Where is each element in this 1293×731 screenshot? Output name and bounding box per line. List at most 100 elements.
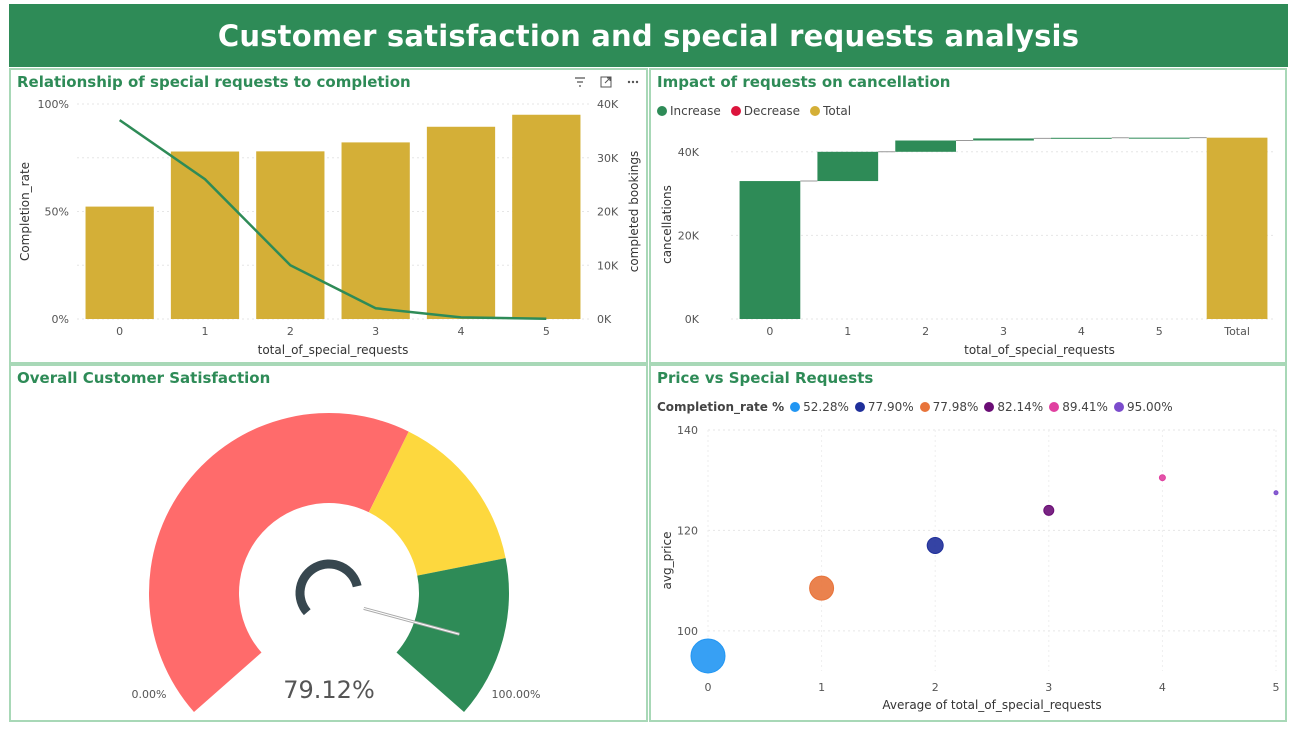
scatter-point [1158,474,1166,482]
increase-bar [1050,137,1112,139]
x-tick-label: 4 [1159,681,1166,694]
completion-rate-legend: Completion_rate % 52.28% 77.90% 77.98% 82.14… [657,400,1173,414]
more-options-icon[interactable] [626,76,640,91]
price-scatter-panel[interactable]: Price vs Special Requests Completion_rat… [649,364,1287,722]
gauge-min-label: 0.00% [132,688,167,701]
y2-tick-label: 40K [597,98,619,111]
price-scatter-chart: 100 120 140 0 1 2 3 4 5 Average of total_of_speci… [660,424,1280,712]
legend-label: 82.14% [997,400,1044,414]
gauge-band [368,431,506,576]
legend-dot [1049,402,1060,412]
gauge-band [396,558,509,713]
y-tick-label: 100% [38,98,69,111]
price-scatter-title: Price vs Special Requests [657,369,874,387]
bar [256,151,325,319]
gauge-value-label: 79.12% [283,676,375,704]
gauge-band [149,413,409,713]
x-tick-label: 2 [922,325,929,338]
scatter-point [1043,504,1055,516]
legend-label: 77.98% [932,400,979,414]
legend-dot [810,106,821,116]
scatter-point [809,575,835,601]
y-axis-label: Completion_rate [18,162,32,261]
x-tick-label: 2 [287,325,294,338]
completion-chart-panel[interactable]: Relationship of special requests to comp… [9,68,648,364]
legend-label: Total [823,104,852,118]
legend-item[interactable]: Total [810,104,851,118]
legend-item[interactable]: 95.00% [1113,400,1173,414]
gauge-max-label: 100.00% [492,688,541,701]
bar [426,126,496,320]
x-tick-label: 0 [705,681,712,694]
legend-label: 77.90% [867,400,914,414]
x-axis-label: total_of_special_requests [258,343,409,357]
scatter-point [926,536,944,554]
x-tick-label: Total [1223,325,1250,338]
satisfaction-gauge-panel[interactable]: Overall Customer Satisfaction 79.12% 0.00… [9,364,648,722]
y-tick-label: 50% [45,206,69,219]
gauge-value-arc [295,559,362,616]
increase-bar [973,138,1034,141]
legend-item[interactable]: 82.14% [984,400,1043,414]
y-tick-label: 20K [678,229,700,242]
legend-label: 52.28% [803,400,849,414]
legend-label: 89.41% [1062,400,1108,414]
x-tick-label: 3 [1045,681,1052,694]
dashboard-header: Customer satisfaction and special reques… [9,4,1288,67]
filter-icon[interactable] [574,76,586,91]
bar [170,151,240,319]
legend-dot [730,106,741,116]
x-tick-label: 5 [1273,681,1280,694]
y2-tick-label: 30K [597,152,619,165]
focus-mode-icon[interactable] [600,76,612,91]
legend-item[interactable]: 77.98% [919,400,979,414]
legend-item[interactable]: 52.28% [790,400,849,414]
y-tick-label: 40K [678,146,700,159]
y2-tick-label: 20K [597,206,619,219]
x-tick-label: 0 [116,325,123,338]
legend-label: Increase [670,104,721,118]
x-tick-label: 4 [1078,325,1085,338]
satisfaction-gauge-title: Overall Customer Satisfaction [17,369,271,387]
completed-bookings-line [118,119,547,320]
legend-dot [1113,402,1124,412]
x-tick-label: 0 [766,325,773,338]
legend-title: Completion_rate % [657,400,785,414]
x-axis-label: Average of total_of_special_requests [882,698,1101,712]
completion-combo-chart: 0% 50% 100% 0K 10K 20K 30K 40K 0 1 2 3 4 5 total_of_sp… [18,98,641,357]
satisfaction-gauge: 79.12% 0.00% 100.00% [132,413,541,713]
legend-item[interactable]: Increase [657,104,721,118]
x-tick-label: 5 [1156,325,1163,338]
bar [85,206,154,319]
increase-bar [817,151,879,182]
bar [341,142,410,319]
x-tick-label: 5 [543,325,550,338]
gauge-target-needle-highlight [363,607,460,635]
cancellation-legend: Increase Decrease Total [657,104,851,118]
x-tick-label: 3 [372,325,379,338]
dashboard-title: Customer satisfaction and special reques… [217,18,1080,53]
x-tick-label: 3 [1000,325,1007,338]
x-tick-label: 1 [202,325,209,338]
legend-dot [854,402,865,412]
increase-bar [739,181,801,319]
legend-item[interactable]: 89.41% [1049,400,1108,414]
legend-item[interactable]: 77.90% [854,400,914,414]
x-tick-label: 4 [458,325,465,338]
total-bar [1206,137,1268,319]
visual-header-toolbar [574,76,640,91]
y-tick-label: 0K [685,313,700,326]
cancellation-waterfall-chart: 0K 20K 40K 0 1 2 3 4 5 Total total_of_special_requ… [660,137,1276,357]
scatter-point [690,638,726,674]
bar [512,114,581,319]
legend-dot [984,402,995,412]
y2-tick-label: 10K [597,259,619,272]
legend-item[interactable]: Decrease [730,104,801,118]
cancellation-chart-panel[interactable]: Impact of requests on cancellation Incre… [649,68,1287,364]
y-axis-label: cancellations [660,185,674,264]
completion-chart-title: Relationship of special requests to comp… [17,73,411,91]
scatter-point [1273,490,1279,496]
legend-label: Decrease [743,104,801,118]
x-tick-label: 2 [932,681,939,694]
legend-label: 95.00% [1126,400,1173,414]
